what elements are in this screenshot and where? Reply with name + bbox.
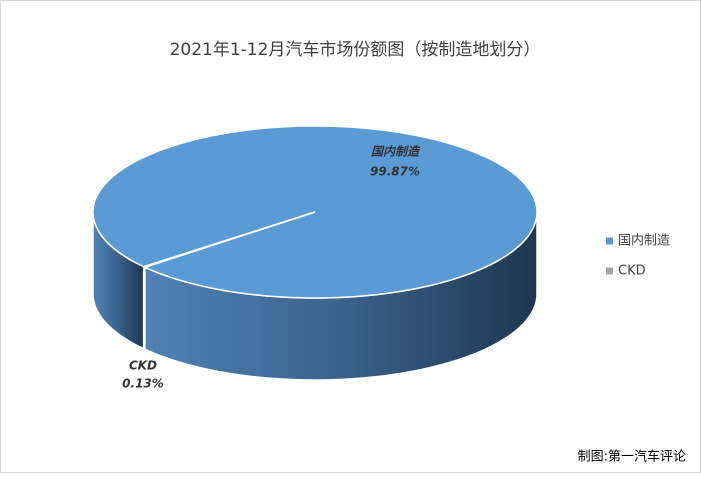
pie-slice <box>92 125 538 299</box>
data-label-name: 国内制造 <box>371 145 421 159</box>
legend-label: 国内制造 <box>618 233 670 249</box>
pie-side <box>142 265 146 351</box>
pie-slice <box>141 211 316 269</box>
data-label-value: 0.13% <box>122 377 164 391</box>
data-label-value: 99.87% <box>370 165 420 179</box>
legend-swatch <box>606 237 613 245</box>
source-note: 制图:第一汽车评论 <box>578 449 686 465</box>
legend-label: CKD <box>618 264 646 279</box>
chart-title: 2021年1-12月汽车市场份额图（按制造地划分） <box>170 40 541 60</box>
legend-swatch <box>606 267 613 275</box>
data-label-name: CKD <box>129 359 157 373</box>
